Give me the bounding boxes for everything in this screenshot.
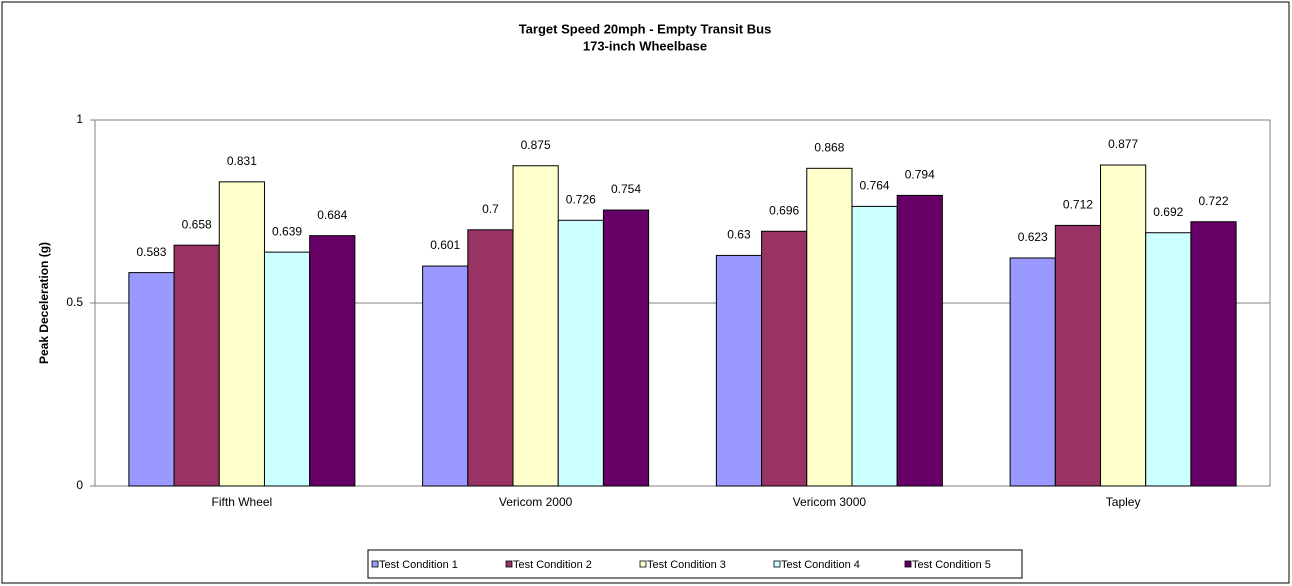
data-label: 0.877 — [1108, 137, 1138, 151]
legend-box — [367, 549, 1023, 579]
data-label: 0.764 — [860, 179, 890, 193]
data-label: 0.63 — [727, 228, 751, 242]
bar — [557, 219, 604, 487]
data-label: 0.831 — [227, 154, 257, 168]
data-label: 0.712 — [1063, 198, 1093, 212]
data-label: 0.623 — [1018, 230, 1048, 244]
bar — [896, 194, 943, 487]
data-label: 0.754 — [611, 182, 641, 196]
data-label: 0.696 — [769, 203, 799, 217]
bar — [1054, 224, 1102, 487]
bar — [715, 254, 763, 487]
y-tick-label: 0.5 — [66, 295, 83, 309]
legend-label: Test Condition 1 — [379, 559, 458, 571]
bar — [602, 209, 650, 487]
bar — [422, 265, 469, 487]
legend-label: Test Condition 4 — [781, 559, 860, 571]
bar — [1145, 232, 1192, 487]
x-tick-label: Fifth Wheel — [212, 495, 273, 509]
legend-swatch — [371, 560, 379, 568]
bar — [263, 251, 311, 487]
data-label: 0.868 — [814, 140, 844, 154]
x-tick-label: Tapley — [1106, 495, 1141, 509]
data-label: 0.692 — [1153, 205, 1183, 219]
data-label: 0.875 — [521, 138, 551, 152]
bar — [173, 244, 220, 487]
data-label: 0.7 — [482, 202, 499, 216]
bar — [1190, 221, 1237, 487]
bar — [1100, 164, 1147, 487]
legend-label: Test Condition 2 — [513, 559, 592, 571]
data-label: 0.658 — [182, 217, 212, 231]
legend-swatch — [505, 560, 513, 568]
chart-subtitle: 173-inch Wheelbase — [583, 38, 707, 53]
legend-label: Test Condition 3 — [647, 559, 726, 571]
bar — [761, 230, 808, 487]
x-tick-label: Vericom 2000 — [499, 495, 573, 509]
chart-title: Target Speed 20mph - Empty Transit Bus — [519, 21, 772, 36]
data-label: 0.601 — [430, 238, 460, 252]
y-axis-label: Peak Deceleration (g) — [37, 242, 51, 364]
bar — [218, 181, 265, 487]
legend-label: Test Condition 5 — [912, 559, 991, 571]
bar — [309, 235, 356, 487]
data-label: 0.726 — [566, 192, 596, 206]
bar — [512, 165, 559, 487]
data-label: 0.684 — [317, 208, 347, 222]
bar — [128, 272, 175, 487]
legend-swatch — [773, 560, 781, 568]
data-label: 0.639 — [272, 224, 302, 238]
legend-swatch — [639, 560, 647, 568]
legend-swatch — [904, 560, 912, 568]
bar — [806, 167, 853, 487]
bar — [851, 205, 898, 487]
data-label: 0.794 — [905, 168, 935, 182]
bar — [467, 229, 514, 487]
x-tick-label: Vericom 3000 — [793, 495, 867, 509]
y-tick-label: 0 — [76, 478, 83, 492]
data-label: 0.722 — [1199, 194, 1229, 208]
bar — [1009, 257, 1056, 487]
y-tick-label: 1 — [76, 112, 83, 126]
data-label: 0.583 — [136, 245, 166, 259]
